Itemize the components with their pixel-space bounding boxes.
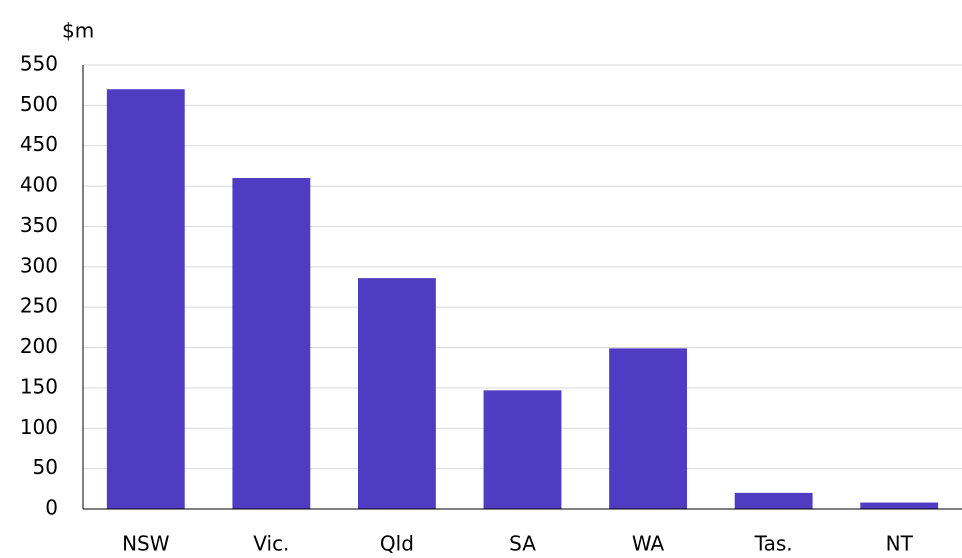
- y-tick-label: 300: [20, 253, 58, 277]
- bar: [609, 348, 687, 509]
- y-tick-label: 0: [45, 496, 58, 520]
- y-tick-label: 450: [20, 132, 58, 156]
- y-tick-label: 100: [20, 415, 58, 439]
- bar: [232, 178, 311, 509]
- bar: [483, 390, 562, 509]
- bar: [734, 492, 813, 509]
- x-tick-label: Qld: [380, 532, 414, 556]
- y-tick-label: 200: [20, 334, 58, 358]
- y-tick-label: 350: [20, 213, 58, 237]
- bar: [358, 278, 436, 509]
- x-tick-label: NT: [886, 532, 914, 556]
- y-tick-label: 550: [20, 52, 58, 76]
- x-tick-label: WA: [632, 532, 665, 556]
- y-tick-label: 500: [20, 92, 58, 116]
- y-tick-label: 400: [20, 173, 58, 197]
- y-tick-label: 50: [33, 455, 58, 479]
- x-tick-label: SA: [509, 532, 536, 556]
- y-tick-label: 250: [20, 294, 58, 318]
- x-tick-label: Tas.: [754, 532, 793, 556]
- y-tick-label: 150: [20, 374, 58, 398]
- x-tick-label: NSW: [122, 532, 170, 556]
- bar: [860, 502, 939, 509]
- bar: [106, 89, 185, 509]
- y-axis-label: $m: [62, 19, 94, 43]
- x-tick-label: Vic.: [253, 532, 289, 556]
